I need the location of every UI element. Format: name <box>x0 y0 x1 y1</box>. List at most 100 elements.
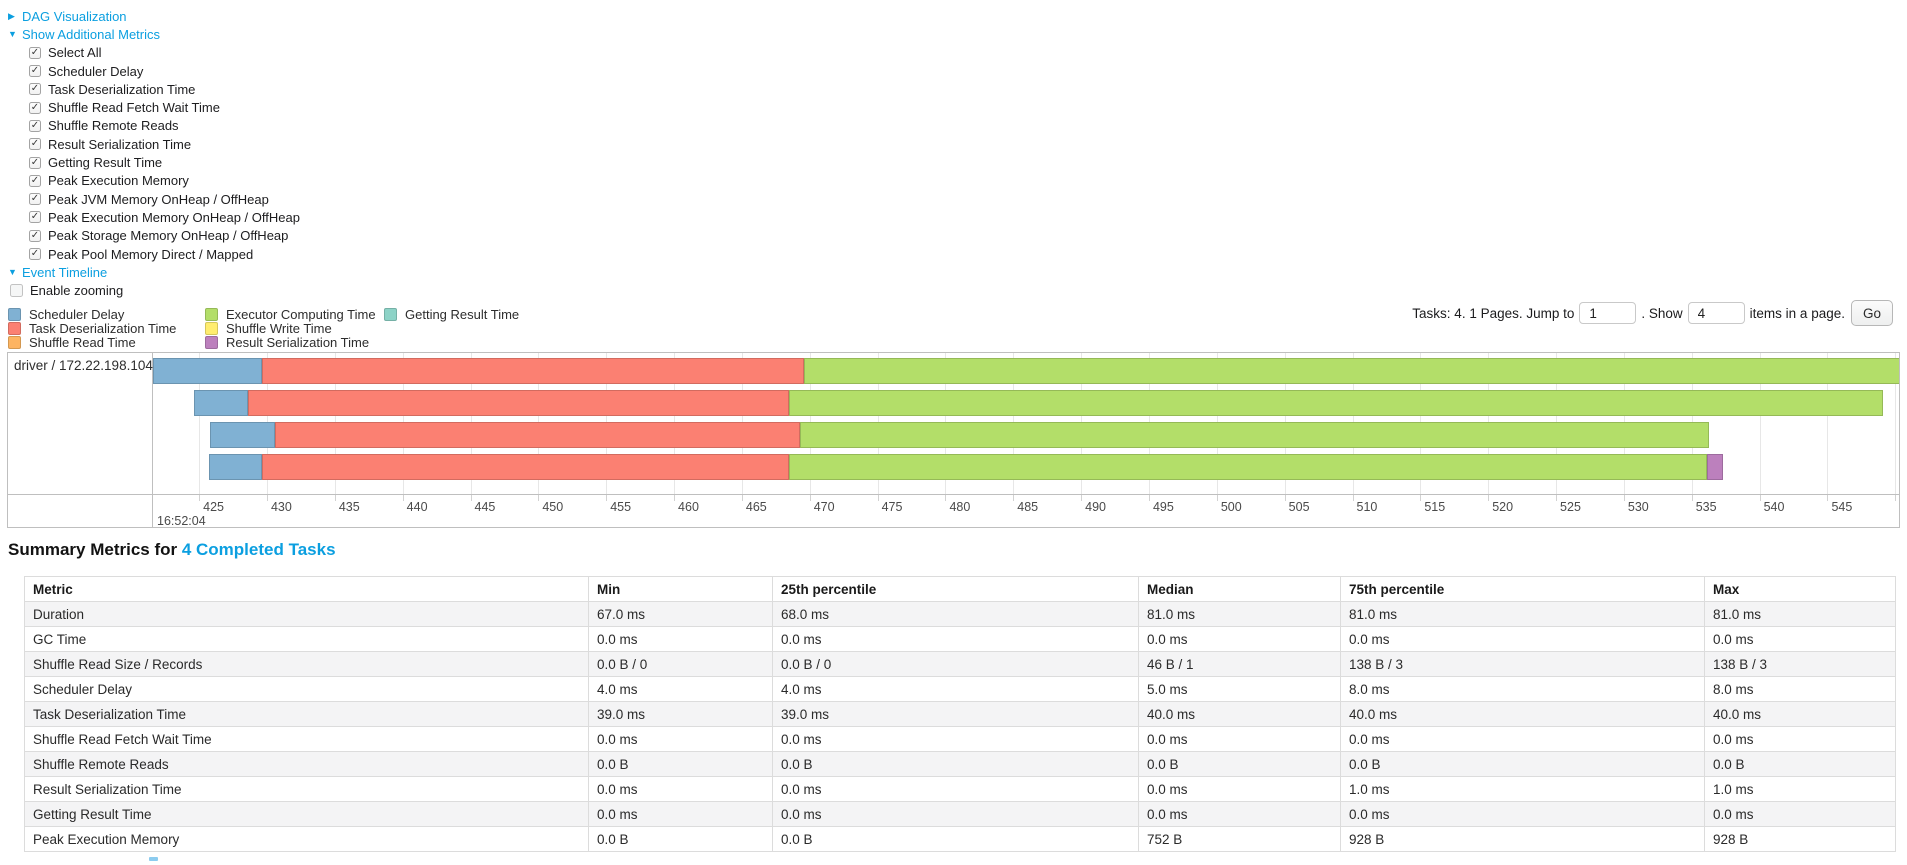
metric-value-cell: 0.0 B <box>772 826 1139 852</box>
pagination-summary-text: Tasks: 4. 1 Pages. Jump to <box>1412 305 1575 321</box>
scheduler-delay-swatch-icon <box>8 308 21 322</box>
legend-item: Task Deserialization Time <box>8 321 176 336</box>
metric-name-cell: Shuffle Remote Reads <box>24 751 589 777</box>
axis-tick-mark <box>1284 495 1286 501</box>
completed-tasks-link[interactable]: 4 Completed Tasks <box>181 540 336 559</box>
checkbox-checked[interactable]: ✓ <box>29 174 41 187</box>
clipped-element-below <box>149 857 158 861</box>
metric-value-cell: 81.0 ms <box>1704 601 1896 627</box>
metric-value-cell: 5.0 ms <box>1138 676 1341 702</box>
legend-item: Shuffle Write Time <box>205 321 376 336</box>
checkbox-label: Result Serialization Time <box>48 136 192 152</box>
timeline-bar-segment-executor-computing[interactable] <box>789 390 1884 416</box>
timeline-bar-segment-executor-computing[interactable] <box>789 454 1707 480</box>
axis-tick-label: 475 <box>881 500 903 514</box>
axis-tick-mark <box>199 495 201 501</box>
metric-option-row: ✓ Peak Execution Memory OnHeap / OffHeap <box>29 208 300 226</box>
shuffle-write-swatch-icon <box>205 322 218 336</box>
metric-option-row: ✓ Shuffle Read Fetch Wait Time <box>29 98 300 116</box>
metric-name-cell: Getting Result Time <box>24 801 589 827</box>
timeline-bar-segment-scheduler-delay[interactable] <box>209 422 276 448</box>
metric-value-cell: 1.0 ms <box>1340 776 1705 802</box>
metric-value-cell: 0.0 ms <box>1138 626 1341 652</box>
axis-tick-label: 435 <box>338 500 360 514</box>
axis-tick-label: 495 <box>1152 500 1174 514</box>
metric-option-row: ✓ Peak Execution Memory <box>29 172 300 190</box>
legend-label: Getting Result Time <box>405 307 520 323</box>
event-timeline-link[interactable]: Event Timeline <box>22 264 108 280</box>
items-per-page-input[interactable] <box>1687 302 1745 324</box>
metric-value-cell: 0.0 ms <box>772 801 1139 827</box>
axis-tick-label: 540 <box>1763 500 1785 514</box>
checkbox-checked[interactable]: ✓ <box>29 101 41 114</box>
timeline-bar-segment-task-deserialization[interactable] <box>261 358 805 384</box>
metric-value-cell: 138 B / 3 <box>1340 651 1705 677</box>
timeline-bar-segment-task-deserialization[interactable] <box>275 422 801 448</box>
event-timeline-toggle[interactable]: ▼ Event Timeline <box>8 263 300 281</box>
metric-value-cell: 0.0 ms <box>588 801 773 827</box>
checkbox-checked[interactable]: ✓ <box>29 229 41 242</box>
metric-value-cell: 0.0 B <box>1138 751 1341 777</box>
checkbox-checked[interactable]: ✓ <box>29 83 41 96</box>
legend-column: Executor Computing Time Shuffle Write Tim… <box>205 307 376 350</box>
metric-value-cell: 81.0 ms <box>1138 601 1341 627</box>
metric-value-cell: 0.0 B <box>588 751 773 777</box>
axis-tick-label: 505 <box>1288 500 1310 514</box>
timeline-bar-segment-scheduler-delay[interactable] <box>153 358 262 384</box>
checkbox-checked[interactable]: ✓ <box>29 248 41 260</box>
axis-tick-label: 470 <box>813 500 835 514</box>
metric-value-cell: 0.0 ms <box>588 626 773 652</box>
executor-computing-swatch-icon <box>205 308 218 322</box>
checkbox-checked[interactable]: ✓ <box>29 211 41 224</box>
show-additional-metrics-toggle[interactable]: ▼ Show Additional Metrics <box>8 25 300 43</box>
column-header: Median <box>1138 576 1341 602</box>
checkbox-checked[interactable]: ✓ <box>29 156 41 169</box>
jump-to-page-input[interactable] <box>1579 302 1637 324</box>
metric-value-cell: 0.0 B <box>588 826 773 852</box>
metric-option-row: ✓ Peak JVM Memory OnHeap / OffHeap <box>29 190 300 208</box>
metric-name-cell: Duration <box>24 601 589 627</box>
metric-value-cell: 46 B / 1 <box>1138 651 1341 677</box>
timeline-bar-segment-task-deserialization[interactable] <box>247 390 790 416</box>
checkbox-checked[interactable]: ✓ <box>29 193 41 206</box>
metric-name-cell: Task Deserialization Time <box>24 701 589 727</box>
legend-column: Scheduler Delay Task Deserialization Time… <box>8 307 176 350</box>
dag-visualization-toggle[interactable]: ▶ DAG Visualization <box>8 7 300 25</box>
timeline-axis: 16:52:04 425 430 435 440 445 450 455 460 465 470 4… <box>8 494 1899 527</box>
axis-tick-label: 445 <box>474 500 496 514</box>
metric-value-cell: 0.0 ms <box>1138 801 1341 827</box>
axis-tick-label: 525 <box>1560 500 1581 514</box>
metric-value-cell: 40.0 ms <box>1704 701 1896 727</box>
checkbox-checked[interactable]: ✓ <box>29 119 41 132</box>
metric-value-cell: 752 B <box>1138 826 1341 852</box>
table-row: Result Serialization Time 0.0 ms 0.0 ms 0.0… <box>24 776 1896 802</box>
enable-zooming-checkbox[interactable] <box>10 284 23 298</box>
metric-value-cell: 68.0 ms <box>772 601 1139 627</box>
checkbox-label: Select All <box>48 45 102 61</box>
timeline-bar-segment-executor-computing[interactable] <box>804 358 1899 384</box>
axis-tick-mark <box>266 495 268 501</box>
timeline-bar-segment-scheduler-delay[interactable] <box>208 454 262 480</box>
metric-value-cell: 40.0 ms <box>1340 701 1705 727</box>
timeline-bar-segment-executor-computing[interactable] <box>800 422 1710 448</box>
checkbox-label: Peak JVM Memory OnHeap / OffHeap <box>48 191 269 207</box>
go-button[interactable]: Go <box>1850 300 1893 326</box>
dag-visualization-link[interactable]: DAG Visualization <box>22 8 127 24</box>
timeline-bar-segment-scheduler-delay[interactable] <box>193 390 248 416</box>
checkbox-checked[interactable]: ✓ <box>29 65 41 78</box>
metric-value-cell: 0.0 ms <box>1704 626 1896 652</box>
legend-item: Scheduler Delay <box>8 307 176 322</box>
table-body: Duration 67.0 ms 68.0 ms 81.0 ms 81.0 ms 81.0… <box>24 601 1896 852</box>
show-additional-metrics-link[interactable]: Show Additional Metrics <box>22 26 161 42</box>
axis-tick-mark <box>1081 495 1083 501</box>
axis-tick-label: 530 <box>1627 500 1649 514</box>
metric-value-cell: 39.0 ms <box>772 701 1139 727</box>
metric-option-row: ✓ Result Serialization Time <box>29 135 300 153</box>
checkbox-checked[interactable]: ✓ <box>29 138 41 151</box>
axis-tick-mark <box>1623 495 1625 501</box>
timeline-bar-segment-task-deserialization[interactable] <box>261 454 790 480</box>
timeline-bar-segment-result-serialization[interactable] <box>1706 454 1723 480</box>
axis-tick-label: 520 <box>1492 500 1514 514</box>
checkbox-checked[interactable]: ✓ <box>29 46 41 59</box>
table-row: Duration 67.0 ms 68.0 ms 81.0 ms 81.0 ms 81.0… <box>24 601 1896 627</box>
